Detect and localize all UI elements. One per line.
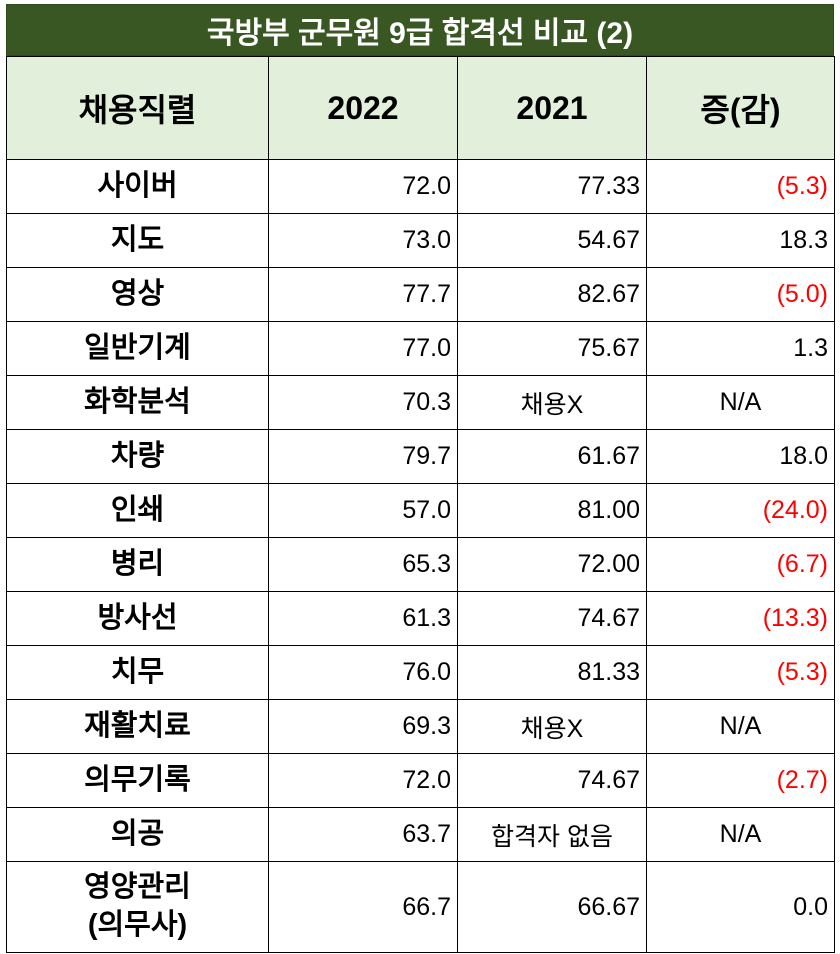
cutoff-2021-cell: 채용X bbox=[457, 375, 647, 430]
position-name-cell: 인쇄 bbox=[6, 483, 269, 538]
table-row: 지도 73.0 54.67 18.3 bbox=[6, 213, 835, 268]
change-cell: 1.3 bbox=[646, 321, 835, 376]
cutoff-2022-cell: 70.3 bbox=[268, 375, 458, 430]
table-body: 사이버 72.0 77.33 (5.3) 지도 73.0 54.67 18.3 영상 77.7 82… bbox=[6, 159, 835, 953]
change-cell: 18.0 bbox=[646, 429, 835, 484]
table-row: 화학분석 70.3 채용X N/A bbox=[6, 375, 835, 430]
cutoff-2022-cell: 72.0 bbox=[268, 753, 458, 808]
header-2021: 2021 bbox=[457, 56, 647, 160]
cutoff-2022-cell: 57.0 bbox=[268, 483, 458, 538]
position-name-cell: 치무 bbox=[6, 645, 269, 700]
change-cell: N/A bbox=[646, 375, 835, 430]
cutoff-2021-cell: 77.33 bbox=[457, 159, 647, 214]
position-name-cell: 영상 bbox=[6, 267, 269, 322]
cutoff-2021-cell: 74.67 bbox=[457, 591, 647, 646]
table-row: 재활치료 69.3 채용X N/A bbox=[6, 699, 835, 754]
change-cell: N/A bbox=[646, 807, 835, 862]
cutoff-2022-cell: 66.7 bbox=[268, 861, 458, 953]
position-name-cell: 영양관리 (의무사) bbox=[6, 861, 269, 953]
cutoff-2021-cell: 82.67 bbox=[457, 267, 647, 322]
cutoff-2021-cell: 합격자 없음 bbox=[457, 807, 647, 862]
cutoff-2022-cell: 73.0 bbox=[268, 213, 458, 268]
position-name-cell: 일반기계 bbox=[6, 321, 269, 376]
cutoff-table: 채용직렬 2022 2021 증(감) 사이버 72.0 77.33 (5.3) 지도 7… bbox=[6, 56, 835, 953]
table-row: 병리 65.3 72.00 (6.7) bbox=[6, 537, 835, 592]
change-cell: (5.3) bbox=[646, 645, 835, 700]
cutoff-2022-cell: 79.7 bbox=[268, 429, 458, 484]
cutoff-2021-cell: 61.67 bbox=[457, 429, 647, 484]
cutoff-2022-cell: 69.3 bbox=[268, 699, 458, 754]
cutoff-2021-cell: 66.67 bbox=[457, 861, 647, 953]
header-change: 증(감) bbox=[646, 56, 835, 160]
change-cell: N/A bbox=[646, 699, 835, 754]
cutoff-2021-cell: 54.67 bbox=[457, 213, 647, 268]
cutoff-2021-cell: 72.00 bbox=[457, 537, 647, 592]
cutoff-2021-cell: 74.67 bbox=[457, 753, 647, 808]
change-cell: 18.3 bbox=[646, 213, 835, 268]
table-row: 영양관리 (의무사) 66.7 66.67 0.0 bbox=[6, 861, 835, 953]
header-row: 채용직렬 2022 2021 증(감) bbox=[6, 56, 835, 160]
position-name-cell: 지도 bbox=[6, 213, 269, 268]
change-cell: (13.3) bbox=[646, 591, 835, 646]
cutoff-2022-cell: 61.3 bbox=[268, 591, 458, 646]
position-name-cell: 의무기록 bbox=[6, 753, 269, 808]
table-row: 사이버 72.0 77.33 (5.3) bbox=[6, 159, 835, 214]
cutoff-2022-cell: 65.3 bbox=[268, 537, 458, 592]
cutoff-2022-cell: 63.7 bbox=[268, 807, 458, 862]
position-name-cell: 병리 bbox=[6, 537, 269, 592]
table-row: 방사선 61.3 74.67 (13.3) bbox=[6, 591, 835, 646]
change-cell: 0.0 bbox=[646, 861, 835, 953]
position-name-cell: 방사선 bbox=[6, 591, 269, 646]
table-row: 일반기계 77.0 75.67 1.3 bbox=[6, 321, 835, 376]
cutoff-2021-cell: 81.00 bbox=[457, 483, 647, 538]
header-position: 채용직렬 bbox=[6, 56, 269, 160]
position-name-cell: 의공 bbox=[6, 807, 269, 862]
cutoff-2021-cell: 채용X bbox=[457, 699, 647, 754]
change-cell: (5.0) bbox=[646, 267, 835, 322]
table-row: 영상 77.7 82.67 (5.0) bbox=[6, 267, 835, 322]
header-2022: 2022 bbox=[268, 56, 458, 160]
comparison-sheet: 국방부 군무원 9급 합격선 비교 (2) 채용직렬 2022 2021 증(감… bbox=[6, 4, 835, 953]
table-row: 인쇄 57.0 81.00 (24.0) bbox=[6, 483, 835, 538]
table-row: 차량 79.7 61.67 18.0 bbox=[6, 429, 835, 484]
position-name-cell: 재활치료 bbox=[6, 699, 269, 754]
cutoff-2022-cell: 76.0 bbox=[268, 645, 458, 700]
table-row: 의무기록 72.0 74.67 (2.7) bbox=[6, 753, 835, 808]
position-name-cell: 사이버 bbox=[6, 159, 269, 214]
table-row: 치무 76.0 81.33 (5.3) bbox=[6, 645, 835, 700]
position-name-cell: 차량 bbox=[6, 429, 269, 484]
cutoff-2022-cell: 77.0 bbox=[268, 321, 458, 376]
cutoff-2022-cell: 72.0 bbox=[268, 159, 458, 214]
cutoff-2021-cell: 81.33 bbox=[457, 645, 647, 700]
change-cell: (5.3) bbox=[646, 159, 835, 214]
table-row: 의공 63.7 합격자 없음 N/A bbox=[6, 807, 835, 862]
change-cell: (6.7) bbox=[646, 537, 835, 592]
cutoff-2022-cell: 77.7 bbox=[268, 267, 458, 322]
change-cell: (2.7) bbox=[646, 753, 835, 808]
change-cell: (24.0) bbox=[646, 483, 835, 538]
sheet-title: 국방부 군무원 9급 합격선 비교 (2) bbox=[6, 4, 834, 56]
position-name-cell: 화학분석 bbox=[6, 375, 269, 430]
cutoff-2021-cell: 75.67 bbox=[457, 321, 647, 376]
